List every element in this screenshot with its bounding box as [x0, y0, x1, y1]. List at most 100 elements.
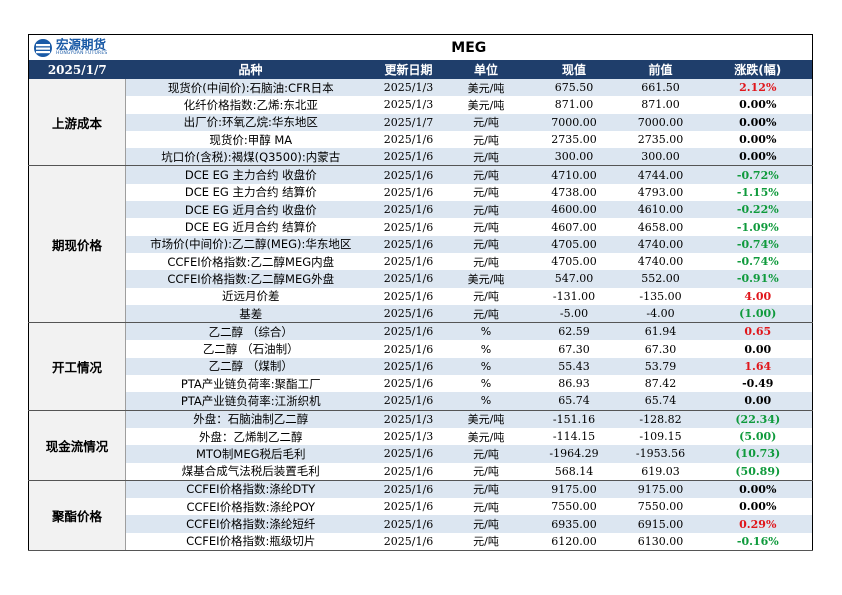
- table-row: 乙二醇 （石油制） 2025/1/6% 67.30 67.30 0.00: [29, 340, 814, 358]
- update-date: 2025/1/6: [383, 255, 434, 269]
- change-value: 1.64: [703, 357, 814, 376]
- unit: 元/吨: [441, 148, 531, 167]
- group-label: 聚酯价格: [28, 480, 126, 552]
- unit: 元/吨: [473, 290, 499, 304]
- current-value: -5.00: [530, 304, 618, 324]
- previous-value: 300.00: [617, 148, 704, 167]
- change-value: 0.00%: [703, 96, 814, 114]
- current-value: 62.59: [530, 322, 618, 341]
- change-text: (5.00): [739, 430, 777, 444]
- header-change: 涨跌(幅): [703, 60, 814, 79]
- item-name: CCFEI价格指数:涤纶短纤: [125, 515, 376, 533]
- current-value: 7550.00: [551, 500, 597, 514]
- update-date: 2025/1/3: [375, 79, 442, 97]
- change-text: 0.00%: [739, 133, 777, 147]
- current-value: 4607.00: [551, 220, 597, 234]
- header-unit: 单位: [441, 60, 531, 79]
- table-row: PTA产业链负荷率:聚酯工厂 2025/1/6% 86.93 87.42 -0.49: [29, 375, 814, 393]
- table-row: 聚酯价格 CCFEI价格指数:涤纶DTY 2025/1/6 元/吨 9175.00 917…: [28, 480, 814, 552]
- change-value: -0.22%: [703, 201, 814, 219]
- current-value: -131.00: [552, 289, 596, 303]
- item-name: CCFEI价格指数:涤纶POY: [186, 499, 316, 514]
- update-date: 2025/1/6: [375, 357, 442, 376]
- table-row: 基差 2025/1/6 元/吨 -5.00 -4.00 (1.00): [29, 304, 814, 324]
- item-name: PTA产业链负荷率:聚酯工厂: [180, 376, 321, 391]
- header-item: 品种: [125, 60, 376, 79]
- current-value: 547.00: [530, 270, 618, 288]
- previous-value: 87.42: [644, 377, 677, 391]
- change-text: 0.00%: [739, 500, 777, 514]
- unit: 元/吨: [473, 221, 499, 235]
- item-name: DCE EG 主力合约 收盘价: [125, 165, 376, 184]
- current-value: 675.50: [530, 79, 618, 97]
- unit: 元/吨: [441, 113, 531, 131]
- previous-value: -109.15: [639, 430, 682, 444]
- table-row: 近远月价差 2025/1/6 元/吨 -131.00 -135.00 4.00: [29, 287, 814, 305]
- change-text: (10.73): [735, 447, 781, 461]
- previous-value: 61.94: [617, 322, 704, 341]
- previous-value: 6130.00: [617, 532, 704, 552]
- previous-value: 4744.00: [617, 165, 704, 184]
- current-value: 67.30: [558, 342, 590, 356]
- table-row: CCFEI价格指数:瓶级切片 2025/1/6 元/吨 6120.00 6130.00 -…: [29, 532, 814, 552]
- change-value: 0.00%: [703, 113, 814, 131]
- unit: 元/吨: [441, 445, 531, 463]
- table-row: 现货价:甲醇 MA 2025/1/6 元/吨 2735.00 2735.00 0.00%: [29, 130, 814, 149]
- change-value: -0.49: [703, 375, 814, 393]
- data-sheet: 宏源期货 HONGYUAN FUTURES MEG 2025/1/7 品种 更新…: [28, 34, 814, 552]
- previous-value: 2735.00: [637, 133, 684, 147]
- table-row: CCFEI价格指数:涤纶POY 2025/1/6 元/吨 7550.00 7550.00…: [29, 498, 814, 516]
- update-date: 2025/1/6: [383, 289, 434, 303]
- previous-value: 661.50: [617, 79, 704, 97]
- previous-value: 9175.00: [617, 480, 704, 499]
- table-row: 乙二醇 （煤制） 2025/1/6% 55.43 53.79 1.64: [29, 357, 814, 376]
- current-value: -151.16: [530, 410, 618, 428]
- change-value: (22.34): [703, 410, 814, 428]
- change-text: 0.00: [744, 394, 772, 408]
- previous-value: 619.03: [617, 462, 704, 481]
- previous-value: -1953.56: [617, 445, 704, 463]
- change-text: 0.29%: [739, 517, 777, 531]
- table-row: 市场价(中间价):乙二醇(MEG):华东地区 2025/1/6 元/吨 4705.00…: [29, 235, 814, 253]
- item-name: 乙二醇 （煤制）: [125, 357, 376, 376]
- change-value: 0.00%: [703, 130, 814, 149]
- change-value: (50.89): [703, 462, 814, 481]
- previous-value: -135.00: [639, 289, 682, 303]
- header-date: 2025/1/7: [28, 60, 126, 79]
- update-date: 2025/1/6: [383, 500, 434, 514]
- unit: 元/吨: [473, 500, 499, 514]
- item-name: 煤基合成气法税后装置毛利: [125, 462, 376, 481]
- unit: %: [441, 357, 531, 376]
- update-date: 2025/1/6: [375, 235, 442, 253]
- change-text: -1.09%: [736, 220, 779, 234]
- table-row: 现金流情况 外盘：石脑油制乙二醇 2025/1/3 美元/吨 -151.16 -128.8…: [28, 410, 814, 481]
- change-value: -0.74%: [703, 235, 814, 253]
- previous-value: 4610.00: [617, 201, 704, 219]
- header-updated: 更新日期: [375, 60, 442, 79]
- item-name: 基差: [125, 304, 376, 324]
- unit: 元/吨: [441, 462, 531, 481]
- table-row: 坑口价(含税):褐煤(Q3500):内蒙古 2025/1/6 元/吨 300.00 30…: [29, 148, 814, 167]
- update-date: 2025/1/6: [375, 392, 442, 411]
- current-value: 65.74: [530, 392, 618, 411]
- previous-value: 4740.00: [617, 235, 704, 253]
- title-row: 宏源期货 HONGYUAN FUTURES MEG: [28, 34, 814, 60]
- change-text: 1.64: [744, 359, 772, 373]
- change-value: 0.00%: [703, 498, 814, 516]
- item-name: 现货价:甲醇 MA: [209, 132, 293, 147]
- group-label: 上游成本: [28, 79, 126, 167]
- previous-value: 7000.00: [617, 113, 704, 131]
- change-text: 0.00%: [739, 115, 777, 129]
- unit: 元/吨: [441, 165, 531, 184]
- meg-table: 宏源期货 HONGYUAN FUTURES MEG 2025/1/7 品种 更新…: [28, 34, 814, 552]
- item-name: CCFEI价格指数:乙二醇MEG外盘: [125, 270, 376, 288]
- item-name: CCFEI价格指数:涤纶DTY: [125, 480, 376, 499]
- update-date: 2025/1/6: [375, 322, 442, 341]
- logo-name: 宏源期货: [56, 37, 107, 52]
- table-row: MTO制MEG税后毛利 2025/1/6 元/吨 -1964.29 -1953.56 (1…: [29, 445, 814, 463]
- update-date: 2025/1/6: [375, 532, 442, 552]
- previous-value: -128.82: [617, 410, 704, 428]
- unit: 元/吨: [441, 304, 531, 324]
- group-label: 期现价格: [28, 165, 126, 324]
- table-row: DCE EG 近月合约 结算价 2025/1/6 元/吨 4607.00 4658.00…: [29, 218, 814, 236]
